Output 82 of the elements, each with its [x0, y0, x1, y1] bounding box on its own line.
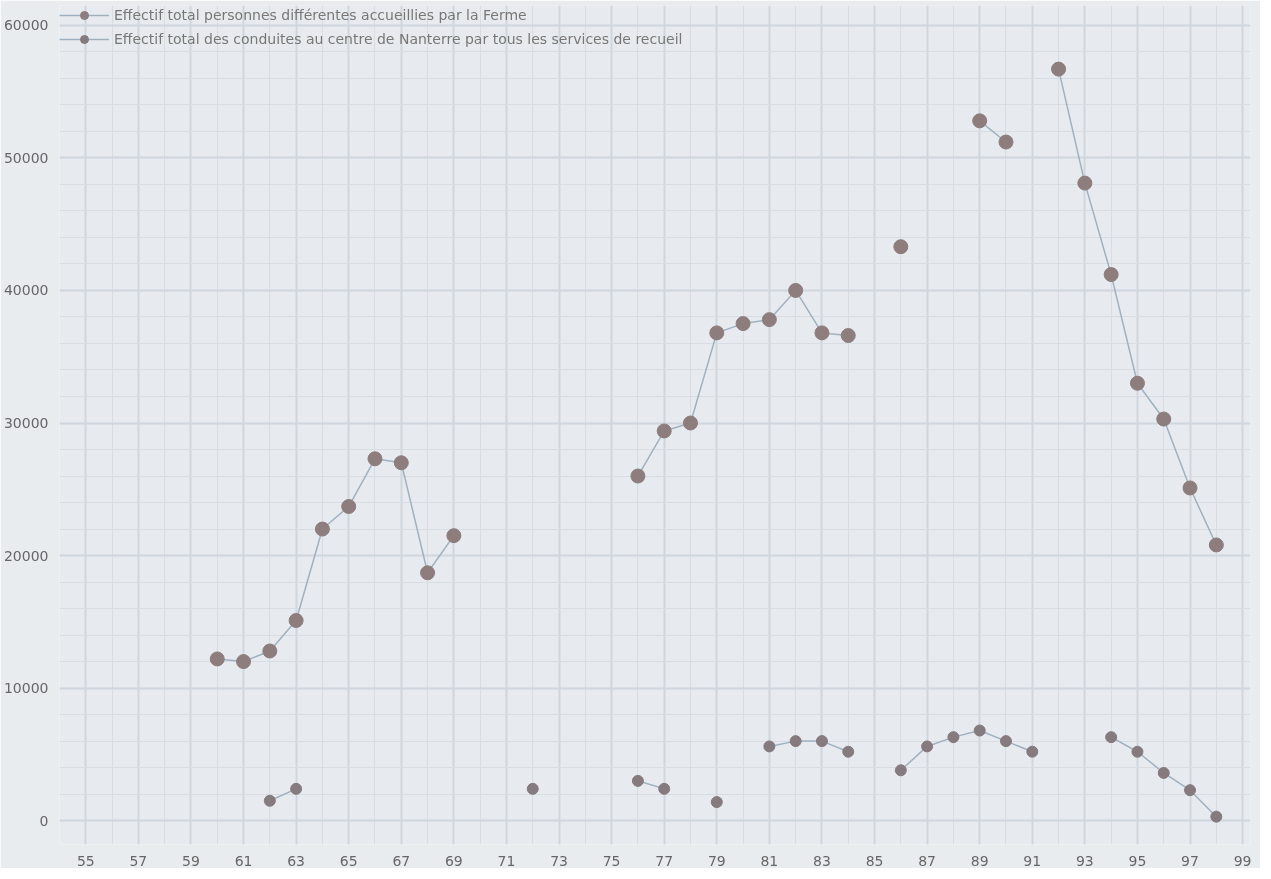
point [998, 134, 1014, 150]
x-tick-label: 65 [339, 852, 358, 869]
x-tick-label: 73 [550, 852, 568, 869]
point [367, 451, 383, 467]
point [894, 764, 907, 777]
x-tick-label: 75 [602, 852, 621, 869]
x-tick-label: 81 [760, 852, 779, 869]
x-tick-label: 83 [813, 852, 831, 869]
x-tick-label: 91 [1023, 852, 1042, 869]
point [947, 731, 960, 744]
point [526, 782, 539, 795]
point [840, 328, 856, 344]
point [1156, 411, 1172, 427]
point [1131, 745, 1144, 758]
point [1103, 267, 1119, 283]
point [815, 735, 828, 748]
point [656, 423, 672, 439]
x-tick-label: 77 [655, 852, 674, 869]
point [314, 521, 330, 537]
point [735, 316, 751, 332]
point [290, 782, 303, 795]
x-tick-label: 69 [444, 852, 463, 869]
x-tick-label: 87 [918, 852, 937, 869]
x-tick-label: 89 [970, 852, 989, 869]
point [420, 565, 436, 581]
legend-label: Effectif total personnes différentes accueillies par la Ferme [114, 7, 527, 23]
x-tick-label: 95 [1128, 852, 1147, 869]
point [682, 415, 698, 431]
point [631, 774, 644, 787]
x-tick-label: 59 [182, 852, 200, 869]
point [630, 468, 646, 484]
x-tick-label: 79 [707, 852, 726, 869]
point [761, 312, 777, 328]
point [1105, 731, 1118, 744]
point [1157, 766, 1170, 779]
point [341, 499, 357, 514]
point [893, 239, 909, 255]
y-tick-label: 10000 [3, 680, 49, 697]
point [999, 735, 1012, 748]
y-tick-label: 30000 [3, 415, 49, 432]
x-tick-label: 99 [1233, 852, 1252, 869]
point [658, 782, 671, 795]
y-tick-label: 0 [39, 812, 49, 829]
point [446, 528, 462, 544]
point [814, 325, 830, 341]
point [710, 796, 723, 809]
x-tick-label: 97 [1181, 852, 1199, 869]
y-tick-label: 60000 [3, 17, 49, 34]
y-tick-label: 50000 [3, 149, 49, 166]
y-tick-label: 40000 [3, 282, 49, 299]
x-tick-label: 63 [287, 852, 306, 869]
x-tick-label: 61 [234, 852, 253, 869]
point [1026, 745, 1039, 758]
point [973, 724, 986, 737]
point [209, 651, 225, 667]
point [1182, 480, 1198, 496]
x-tick-label: 57 [129, 852, 148, 869]
point [288, 613, 304, 628]
point [709, 325, 725, 341]
point [236, 654, 252, 670]
point [262, 643, 278, 659]
point [1129, 375, 1145, 391]
point [263, 794, 276, 807]
point [1051, 61, 1067, 77]
point [763, 740, 776, 753]
point [921, 740, 934, 753]
point [788, 282, 804, 298]
x-tick-label: 71 [497, 852, 516, 869]
point [842, 745, 855, 758]
point [972, 113, 988, 129]
y-tick-label: 20000 [3, 547, 49, 564]
point [789, 735, 802, 748]
point [1210, 810, 1223, 823]
x-tick-label: 85 [865, 852, 884, 869]
x-tick-label: 67 [392, 852, 411, 869]
point [1077, 175, 1093, 191]
point [1184, 784, 1197, 797]
point [1208, 537, 1224, 553]
legend-label: Effectif total des conduites au centre de Nanterre par tous les services de recueil [114, 31, 683, 47]
point [393, 455, 409, 471]
x-tick-label: 55 [76, 852, 95, 869]
x-tick-label: 93 [1075, 852, 1094, 869]
